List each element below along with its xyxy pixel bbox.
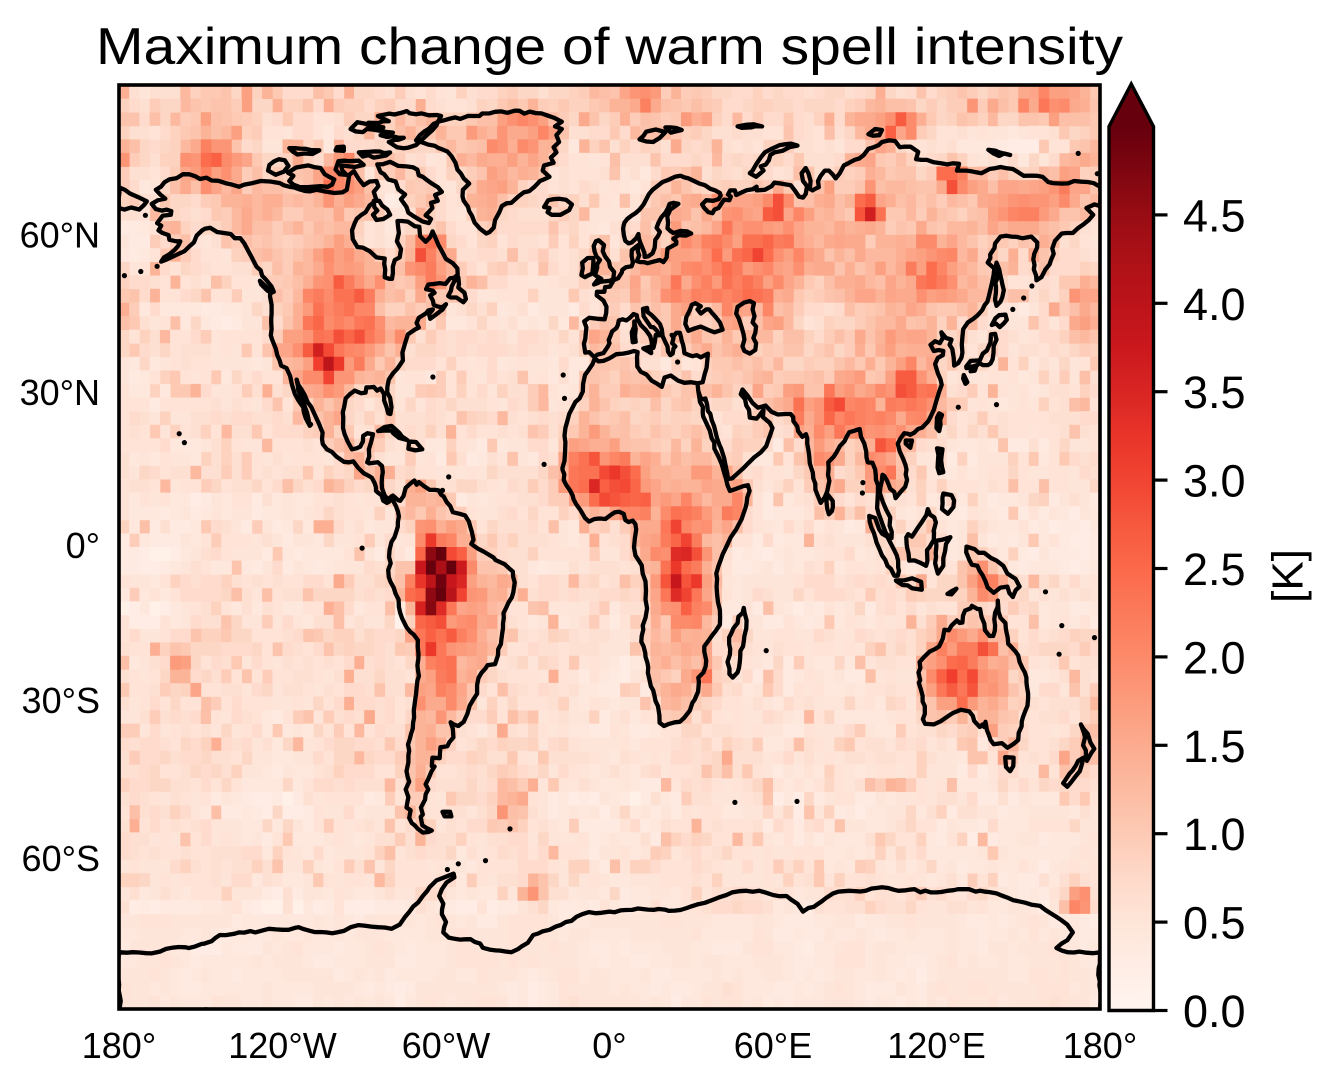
svg-text:1.5: 1.5 — [1183, 721, 1246, 772]
svg-text:30°S: 30°S — [22, 680, 100, 721]
svg-text:0°: 0° — [592, 1025, 626, 1066]
svg-text:0.0: 0.0 — [1183, 986, 1246, 1037]
svg-text:Maximum change of warm spell i: Maximum change of warm spell intensity — [96, 18, 1123, 76]
svg-text:3.5: 3.5 — [1183, 367, 1246, 418]
svg-text:0.5: 0.5 — [1183, 898, 1246, 949]
svg-text:60°E: 60°E — [734, 1025, 812, 1066]
svg-text:60°W: 60°W — [402, 1025, 490, 1066]
svg-text:1.0: 1.0 — [1183, 809, 1246, 860]
svg-text:[K]: [K] — [1264, 549, 1313, 603]
svg-text:30°N: 30°N — [20, 372, 100, 413]
svg-text:4.5: 4.5 — [1183, 190, 1246, 241]
svg-text:120°E: 120°E — [887, 1025, 985, 1066]
svg-text:120°W: 120°W — [228, 1025, 336, 1066]
svg-text:0°: 0° — [66, 525, 100, 566]
svg-text:2.5: 2.5 — [1183, 544, 1246, 595]
svg-text:60°N: 60°N — [20, 215, 100, 256]
svg-text:180°: 180° — [82, 1025, 156, 1066]
svg-text:180°: 180° — [1063, 1025, 1137, 1066]
svg-text:2.0: 2.0 — [1183, 632, 1246, 683]
svg-text:3.0: 3.0 — [1183, 456, 1246, 507]
svg-text:60°S: 60°S — [22, 838, 100, 879]
svg-text:4.0: 4.0 — [1183, 279, 1246, 330]
